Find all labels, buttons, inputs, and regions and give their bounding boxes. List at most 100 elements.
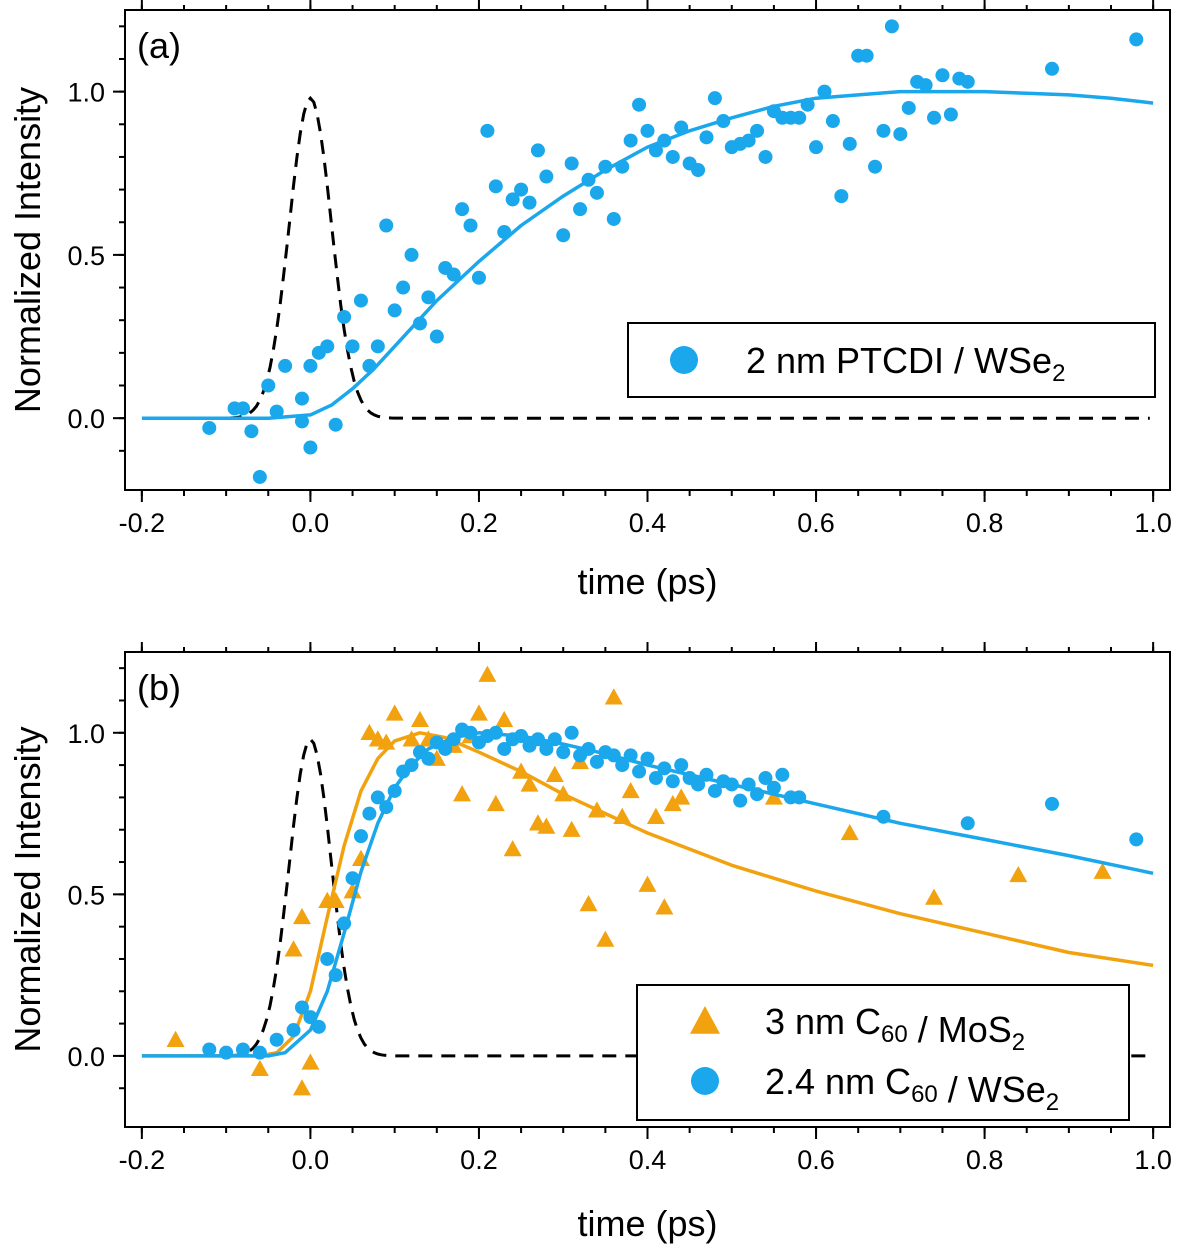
data-point-circle (328, 968, 343, 983)
data-point-circle (598, 159, 613, 174)
data-point-circle (606, 748, 621, 763)
data-point-circle (337, 916, 352, 931)
legend-marker-triangle (690, 1006, 720, 1034)
data-point-circle (202, 420, 217, 435)
y-axis-label: Normalized Intensity (7, 87, 48, 413)
data-point-circle (581, 741, 596, 756)
x-tick-label: 0.6 (797, 508, 835, 538)
data-point-circle (320, 951, 335, 966)
panel-label: (b) (137, 667, 181, 708)
x-axis-label: time (ps) (577, 1203, 717, 1244)
data-point-circle (1129, 832, 1144, 847)
data-point-circle (792, 110, 807, 125)
data-point-circle (556, 745, 571, 760)
data-point-circle (1045, 61, 1060, 76)
data-point-circle (505, 192, 520, 207)
x-tick-label: 0.4 (629, 508, 667, 538)
data-point-circle (514, 182, 529, 197)
data-point-circle (396, 280, 411, 295)
data-point-circle (707, 783, 722, 798)
panel-label: (a) (137, 25, 181, 66)
legend-entry-label: 2.4 nm C60 / WSe2 (765, 1061, 1059, 1116)
x-axis: -0.2 0.0 0.2 0.4 0.6 0.8 1.0 (119, 642, 1172, 1175)
data-point-circle (446, 732, 461, 747)
data-point-circle (446, 267, 461, 282)
data-point-circle (615, 758, 630, 773)
chart-panel-b: -0.2 0.0 0.2 0.4 0.6 0.8 1.0 0.0 0.5 1.0 time (ps)… (7, 642, 1172, 1244)
data-point-triangle (326, 891, 345, 909)
data-point-triangle (545, 765, 564, 782)
data-point-circle (1045, 796, 1060, 811)
data-point-circle (252, 1045, 267, 1060)
data-point-circle (674, 120, 689, 135)
data-point-triangle (453, 785, 472, 802)
data-point-circle (623, 133, 638, 148)
y-tick-label: 1.0 (67, 78, 105, 108)
data-point-circle (235, 1042, 250, 1057)
data-point-triangle (377, 733, 396, 750)
data-point-circle (480, 123, 495, 138)
data-point-circle (648, 771, 663, 786)
data-point-triangle (672, 788, 691, 805)
legend: 2 nm PTCDI / WSe2 (627, 322, 1156, 398)
data-point-circle (471, 270, 486, 285)
data-point-circle (370, 790, 385, 805)
data-point-circle (699, 130, 714, 145)
legend-marker-circle (670, 346, 698, 374)
data-point-circle (825, 114, 840, 129)
fit-line (141, 89, 1154, 420)
data-point-triangle (554, 785, 573, 802)
data-point-circle (303, 1010, 318, 1025)
data-point-triangle (764, 788, 783, 805)
data-point-triangle (638, 875, 657, 892)
data-point-triangle (596, 930, 615, 947)
data-point-circle (522, 195, 537, 210)
x-tick-label: -0.2 (119, 1145, 166, 1175)
data-point-circle (573, 202, 588, 217)
x-tick-label: 0.8 (966, 1145, 1004, 1175)
data-point-circle (455, 202, 470, 217)
x-tick-label: 1.0 (1134, 1145, 1172, 1175)
data-point-circle (935, 68, 950, 83)
data-point-circle (589, 185, 604, 200)
data-point-circle (488, 179, 503, 194)
data-point-circle (530, 732, 545, 747)
x-tick-label: -0.2 (119, 508, 166, 538)
data-point-circle (960, 74, 975, 89)
y-tick-label: 1.0 (67, 719, 105, 749)
data-point-circle (514, 729, 529, 744)
data-point-triangle (410, 710, 429, 728)
data-point-circle (353, 829, 368, 844)
data-point-circle (429, 329, 444, 344)
data-point-triangle (655, 898, 674, 915)
data-point-circle (943, 107, 958, 122)
data-point-circle (876, 809, 891, 824)
y-tick-label: 0.5 (67, 241, 105, 271)
data-point-circle (463, 218, 478, 233)
data-point-triangle (646, 807, 665, 824)
x-tick-label: 0.2 (460, 508, 498, 538)
legend-subscript: 2 (1046, 1089, 1059, 1116)
data-point-circle (320, 339, 335, 354)
data-point-circle (884, 19, 899, 34)
data-point-circle (581, 172, 596, 187)
data-point-circle (691, 163, 706, 177)
data-point-triangle (503, 840, 522, 857)
data-point-triangle (512, 762, 531, 779)
data-point-circle (370, 339, 385, 354)
data-point-circle (412, 316, 427, 331)
data-point-circle (758, 149, 773, 164)
data-point-circle (337, 309, 352, 324)
data-point-circle (766, 780, 781, 795)
chart-panel-a: -0.2 0.0 0.2 0.4 0.6 0.8 1.0 0.0 0.5 1.0 time (ps)… (7, 0, 1172, 602)
data-point-triangle (469, 704, 488, 721)
data-point-triangle (486, 794, 505, 812)
legend-subscript: 2 (1052, 360, 1065, 387)
data-point-circle (286, 1023, 301, 1038)
data-point-circle (741, 133, 756, 148)
data-point-triangle (292, 907, 311, 925)
data-point-circle (733, 793, 748, 808)
data-point-circle (564, 156, 579, 171)
data-point-triangle (537, 817, 556, 834)
data-point-circle (294, 391, 309, 406)
